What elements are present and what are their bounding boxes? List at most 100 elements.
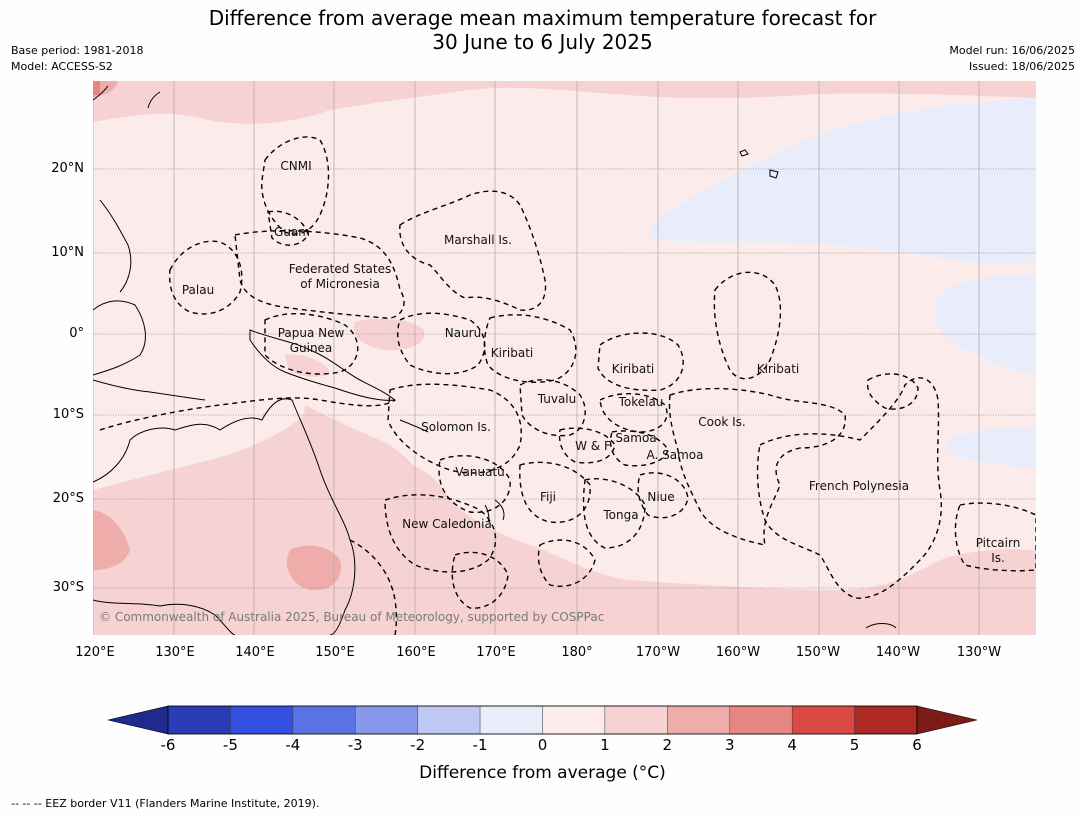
fiji-vanuatu-coast <box>484 499 505 523</box>
australia-coast <box>93 398 356 635</box>
colorbar-tick-label: 3 <box>724 736 735 754</box>
label-niue: Niue <box>647 490 674 504</box>
label-cook: Cook Is. <box>698 415 745 429</box>
eez-new-caledonia <box>384 494 497 573</box>
anomaly-1-2-coral-sea <box>300 405 425 500</box>
model-name: Model: ACCESS-S2 <box>11 60 113 73</box>
eez-kiribati-gilbert <box>483 314 577 383</box>
eez-kiribati-phoenix <box>597 332 684 392</box>
anomaly-2-3-tasman <box>286 545 341 591</box>
eez-cook <box>668 387 846 546</box>
model-run: Model run: 16/06/2025 <box>949 44 1075 57</box>
eez-footnote: -- -- -- EEZ border V11 (Flanders Marine… <box>11 797 320 810</box>
colorbar-segment <box>355 705 418 735</box>
eez-niue <box>637 472 689 519</box>
eez-marshall <box>399 190 547 311</box>
eez-palau <box>168 240 243 315</box>
label-vanuatu: Vanuatu <box>455 465 505 479</box>
label-fiji: Fiji <box>540 490 556 504</box>
title-line-1: Difference from average mean maximum tem… <box>208 6 877 30</box>
lon-label-180: 180° <box>561 645 593 660</box>
label-micronesia-1: Federated States <box>289 262 391 276</box>
colorbar-extend-low <box>107 705 169 735</box>
issued-date: Issued: 18/06/2025 <box>968 60 1075 73</box>
eez-cnmi <box>261 136 330 235</box>
eez-tuvalu <box>519 379 586 437</box>
copyright-notice: © Commonwealth of Australia 2025, Bureau… <box>99 610 604 624</box>
eez-png <box>264 312 359 375</box>
colorbar-tick-label: 2 <box>662 736 673 754</box>
lat-label-20n: 20°N <box>51 161 84 176</box>
anomaly-neg-1-0-hawaii <box>1000 99 1021 124</box>
colorbar-label: Difference from average (°C) <box>419 763 666 783</box>
place-labels: CNMI Guam Marshall Is. Federated States … <box>182 159 1020 565</box>
colorbar-segment <box>791 705 855 735</box>
colorbar-segment <box>854 705 918 735</box>
hawaii-coast <box>739 149 779 179</box>
coastlines <box>93 85 897 635</box>
colorbar-tick-label: -5 <box>222 736 238 754</box>
base-period-info: Base period: 1981-2018 Model: ACCESS-S2 <box>11 43 143 75</box>
eez-australia-north <box>99 397 396 431</box>
lat-label-0: 0° <box>69 326 84 341</box>
label-palau: Palau <box>182 283 214 297</box>
label-png-1: Papua New <box>278 326 345 340</box>
lon-label-170w: 170°W <box>635 645 681 660</box>
eez-fiji <box>519 461 591 524</box>
lat-label-30s: 30°S <box>52 580 84 595</box>
eez-borders <box>99 136 1036 635</box>
eez-kiribati-line <box>713 271 782 380</box>
colorbar-segment <box>542 705 606 735</box>
anomaly-3-4-corner <box>93 81 100 95</box>
label-new-caledonia: New Caledonia <box>402 517 492 531</box>
colorbar-segment <box>292 705 356 735</box>
anomaly-neg-1-0-southeast <box>946 428 1036 468</box>
base-period: Base period: 1981-2018 <box>11 44 144 57</box>
colorbar-segments <box>167 705 918 735</box>
lon-label-160e: 160°E <box>396 645 436 660</box>
colorbar-tick-label: -6 <box>160 736 176 754</box>
anomaly-1-2-north <box>93 81 1036 124</box>
map-title: Difference from average mean maximum tem… <box>0 6 1085 54</box>
lat-label-10n: 10°N <box>51 245 84 260</box>
label-nauru: Nauru <box>445 326 481 340</box>
graticule <box>93 81 1036 635</box>
colorbar-segment <box>417 705 481 735</box>
label-pitcairn-2: Is. <box>991 551 1005 565</box>
label-pitcairn-1: Pitcairn <box>976 536 1021 550</box>
solomon-coast <box>399 419 429 433</box>
eez-solomon <box>387 383 522 474</box>
label-cnmi: CNMI <box>280 159 311 173</box>
lon-label-150e: 150°E <box>315 645 355 660</box>
colorbar-tick-label: -4 <box>285 736 301 754</box>
colorbar-segment <box>667 705 730 735</box>
label-kiribati-phoenix: Kiribati <box>612 362 654 376</box>
colorbar-segment <box>230 705 294 735</box>
colorbar-tick-label: 1 <box>600 736 610 754</box>
philippines-coast <box>99 199 132 293</box>
label-samoa: Samoa <box>615 431 656 445</box>
maritime-continent-coast <box>93 300 146 376</box>
eez-australia-east <box>349 539 398 635</box>
lon-label-130w: 130°W <box>956 645 1002 660</box>
colorbar-tick-label: -1 <box>472 736 488 754</box>
label-wallis-futuna: W & F <box>575 439 611 453</box>
label-solomon: Solomon Is. <box>421 420 491 434</box>
eez-norfolk <box>451 551 509 609</box>
anomaly-2-3-west-australia <box>93 510 130 570</box>
lon-label-120e: 120°E <box>75 645 115 660</box>
colorbar-tick-label: -3 <box>347 736 363 754</box>
anomaly-neg-1-0-east <box>933 274 1036 375</box>
asia-coast <box>93 85 161 109</box>
label-micronesia-2: of Micronesia <box>300 277 380 291</box>
colorbar <box>107 705 978 735</box>
eez-guam <box>267 210 309 246</box>
model-run-info: Model run: 16/06/2025 Issued: 18/06/2025 <box>949 43 1075 75</box>
eez-pitcairn <box>954 502 1036 572</box>
label-american-samoa: A. Samoa <box>647 448 704 462</box>
colorbar-segment <box>604 705 668 735</box>
label-marshall: Marshall Is. <box>444 233 512 247</box>
australia-south-coast <box>93 599 236 635</box>
eez-marquesas <box>866 373 919 410</box>
